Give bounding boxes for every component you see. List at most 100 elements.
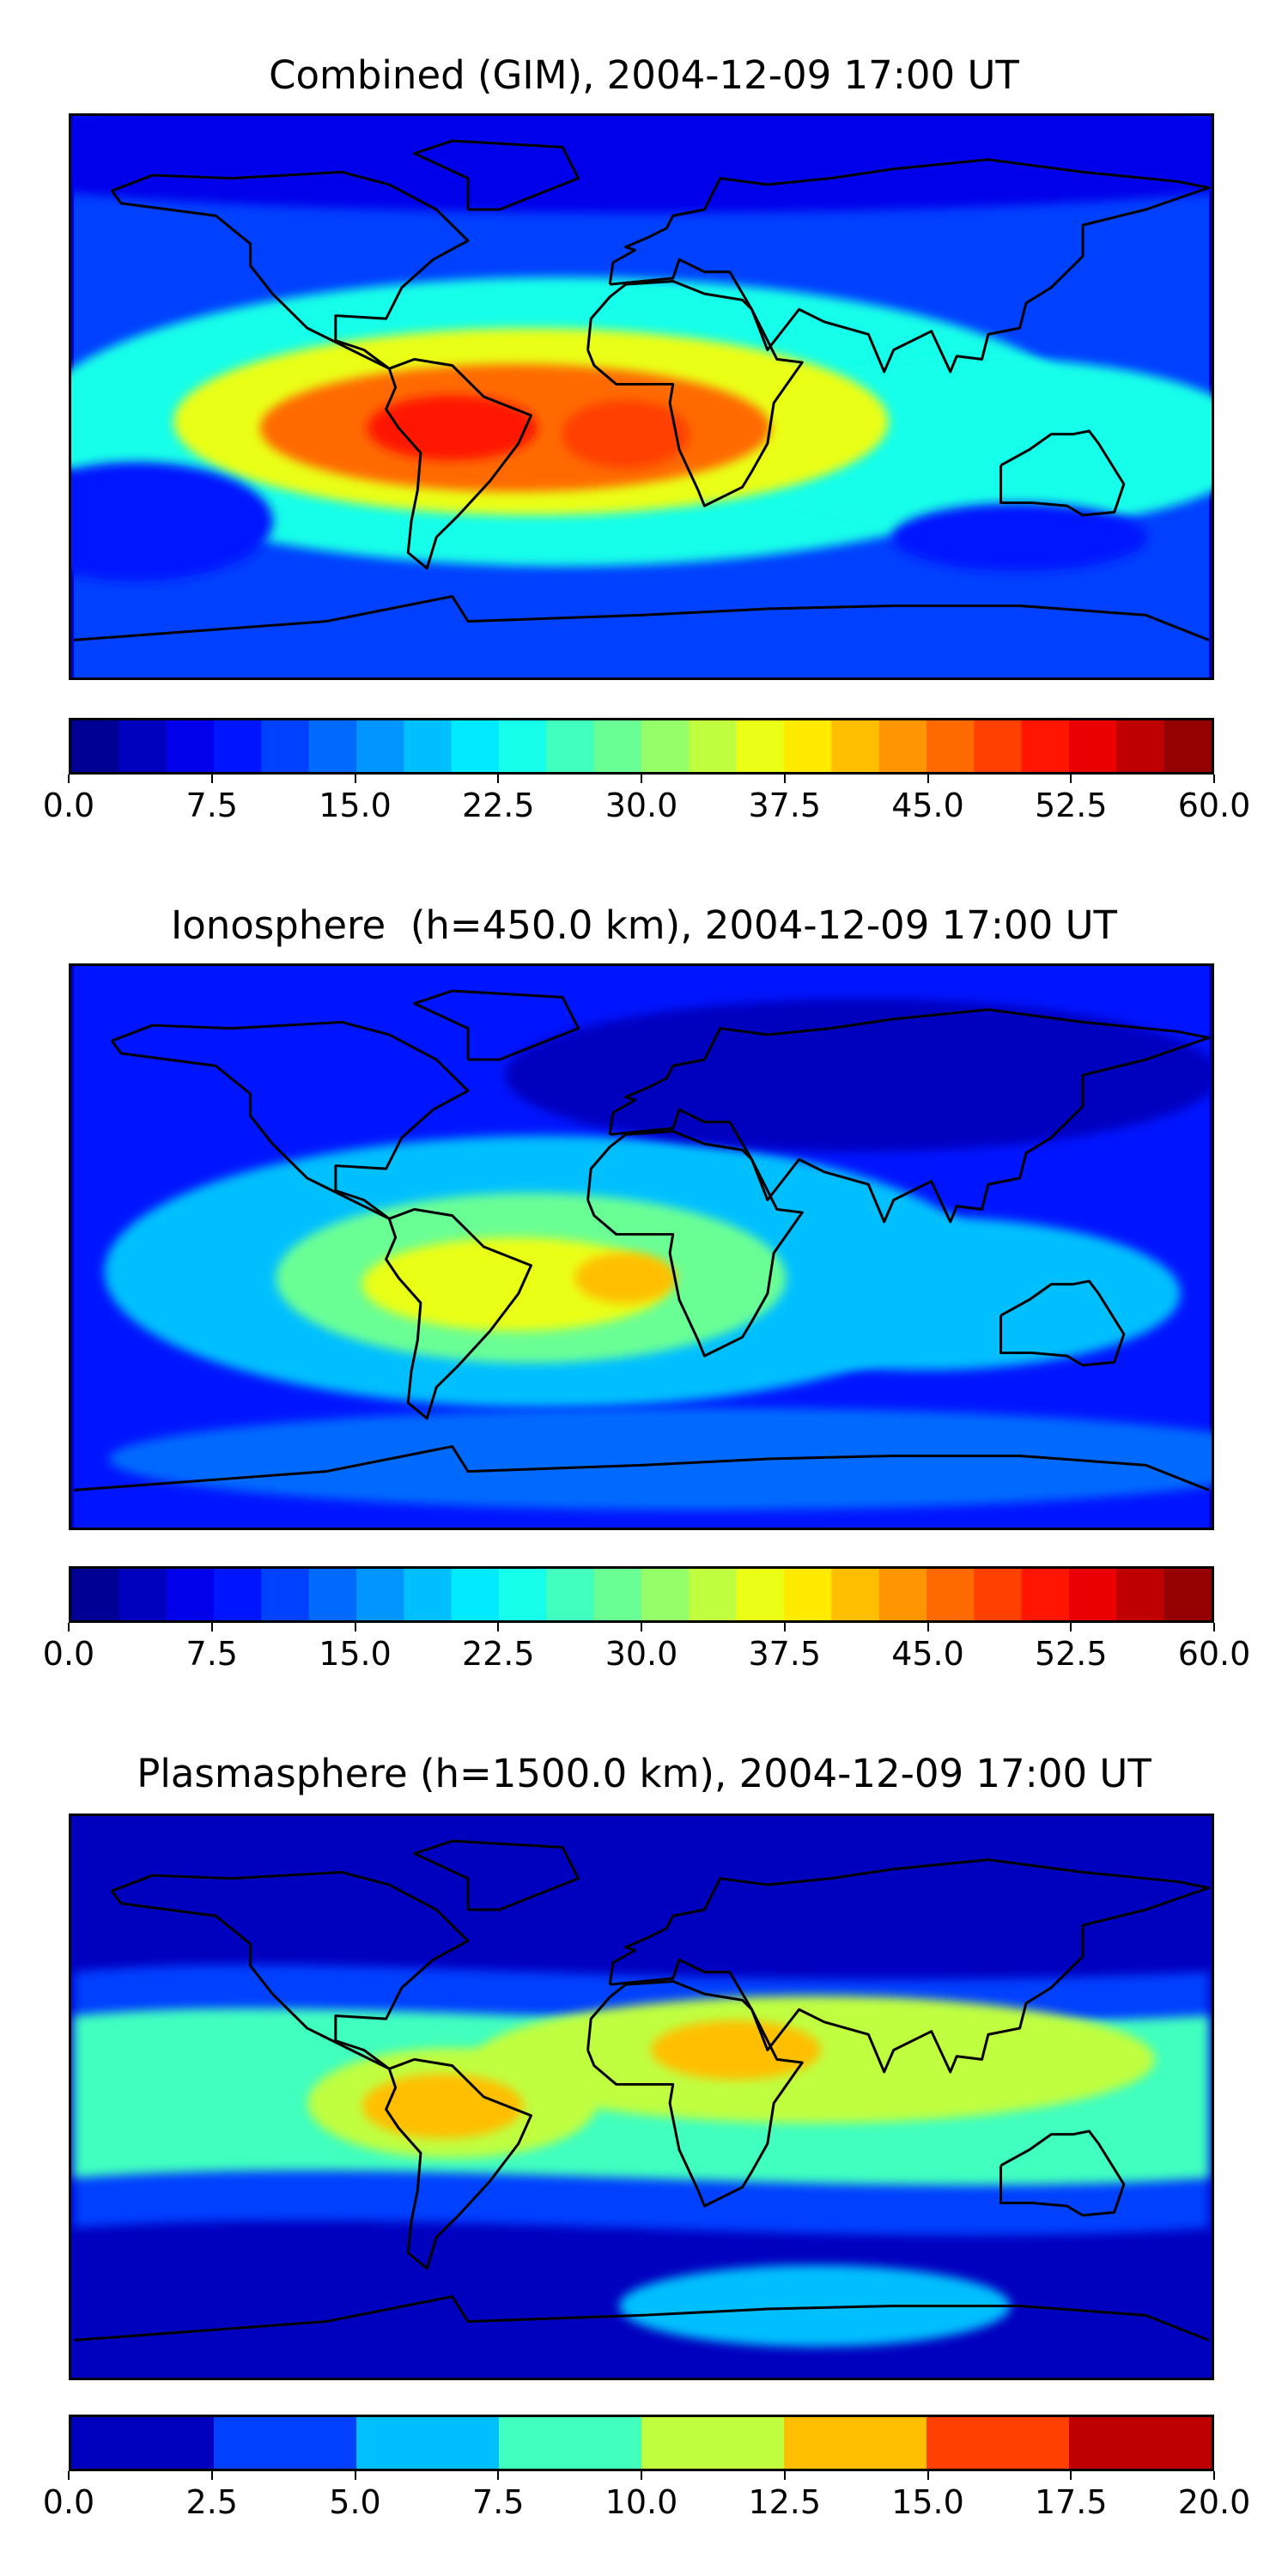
- colorbar-tick: [641, 2471, 642, 2480]
- colorbar-tick: [783, 775, 786, 783]
- contour-south-america-peak: [361, 2074, 524, 2139]
- colorbar-swatches: [71, 2417, 1212, 2469]
- coastline: [413, 139, 580, 211]
- colorbar-swatch: [451, 720, 500, 772]
- contour-northern-asia-low: [504, 999, 1212, 1152]
- colorbar-swatch: [593, 1569, 642, 1620]
- colorbar-tick-label: 7.5: [185, 787, 238, 824]
- colorbar-swatches: [71, 720, 1212, 772]
- colorbar-tick-label: 60.0: [1177, 787, 1251, 824]
- colorbar-tick-label: 45.0: [891, 1635, 964, 1673]
- colorbar-swatch: [831, 1569, 880, 1620]
- coastline: [413, 1839, 580, 1911]
- colorbar-tick-label: 60.0: [1177, 1635, 1251, 1673]
- colorbar-tick-label: 52.5: [1034, 1635, 1108, 1673]
- colorbar-swatch: [1069, 1569, 1117, 1620]
- coastlines: [73, 1839, 1211, 2342]
- coastline: [73, 1445, 1210, 1492]
- coastline: [385, 1207, 532, 1420]
- coastlines: [73, 989, 1211, 1492]
- coastline: [110, 1020, 470, 1220]
- colorbar: [69, 1566, 1214, 1623]
- contour-south-america-core: [367, 395, 538, 460]
- colorbar-swatch: [214, 1569, 262, 1620]
- colorbar-swatch: [974, 1569, 1023, 1620]
- colorbar-tick: [354, 1623, 356, 1631]
- map-combined: [69, 113, 1214, 680]
- coastline: [999, 2129, 1126, 2217]
- colorbar-tick-label: 2.5: [185, 2483, 238, 2521]
- colorbar-tick-label: 12.5: [748, 2483, 822, 2521]
- coastline: [110, 170, 470, 370]
- contour-layer: [74, 966, 1212, 1528]
- colorbar-swatch: [878, 1569, 927, 1620]
- chart-title: Plasmasphere (h=1500.0 km), 2004-12-09 1…: [137, 1751, 1151, 1796]
- coastlines: [73, 139, 1211, 641]
- colorbar-tick-label: 15.0: [319, 1635, 392, 1673]
- colorbar-tick: [641, 775, 642, 783]
- colorbar-swatch: [593, 720, 642, 772]
- colorbar-swatch: [1116, 720, 1165, 772]
- coastline: [385, 2057, 532, 2270]
- colorbar-tick-label: 5.0: [329, 2483, 381, 2521]
- coastline: [608, 1858, 1211, 2074]
- contour-layer: [74, 1816, 1209, 2378]
- colorbar-swatch: [308, 1569, 357, 1620]
- coastline: [73, 2295, 1210, 2342]
- colorbar-swatch: [1021, 1569, 1070, 1620]
- colorbar-tick: [1070, 2471, 1072, 2480]
- colorbar-tick: [927, 2471, 929, 2480]
- colorbar-tick: [1213, 775, 1215, 783]
- colorbar-tick: [783, 1623, 786, 1631]
- contour-layer: [71, 116, 1212, 677]
- colorbar-tick: [68, 775, 70, 783]
- colorbar-swatch: [356, 720, 404, 772]
- coastline: [73, 595, 1210, 641]
- colorbar-swatch: [784, 1569, 832, 1620]
- coastline: [586, 1980, 804, 2208]
- colorbar-tick: [210, 1623, 213, 1631]
- colorbar-tick-label: 20.0: [1177, 2483, 1251, 2521]
- colorbar-tick: [1213, 1623, 1215, 1631]
- coastline: [385, 357, 532, 570]
- colorbar-swatch: [831, 720, 880, 772]
- colorbar-tick-label: 0.0: [42, 1635, 95, 1673]
- colorbar-swatch: [71, 2417, 215, 2469]
- colorbar-swatch: [736, 720, 785, 772]
- colorbar-swatch: [499, 2417, 642, 2469]
- colorbar-tick: [641, 1623, 642, 1631]
- colorbar-ticks: 0.0 2.5 5.0 7.5 10.0 12.5 15.0 17.5 20.0: [43, 2471, 1250, 2523]
- coastline: [608, 1008, 1211, 1224]
- colorbar-tick-label: 17.5: [1034, 2483, 1108, 2521]
- colorbar-tick-label: 22.5: [461, 1635, 535, 1673]
- colorbar-swatch: [974, 720, 1023, 772]
- contour-northern-high-latitudes: [71, 116, 1212, 213]
- colorbar-swatch: [736, 1569, 785, 1620]
- colorbar: [69, 2415, 1214, 2471]
- contour-africa-west-crest: [574, 1252, 677, 1304]
- contour-equatorial-band: [670, 1217, 1181, 1370]
- colorbar-tick-label: 37.5: [748, 1635, 822, 1673]
- colorbar-swatch: [118, 720, 167, 772]
- colorbar-tick: [68, 2471, 70, 2480]
- colorbar-swatch: [784, 2417, 927, 2469]
- colorbar-tick-label: 7.5: [472, 2483, 525, 2521]
- colorbar-swatch: [927, 2417, 1070, 2469]
- colorbar-tick-label: 0.0: [42, 2483, 95, 2521]
- colorbar-swatch: [261, 1569, 310, 1620]
- colorbar-swatch: [214, 720, 262, 772]
- colorbar-ticks: 0.0 7.5 15.0 22.5 30.0 37.5 45.0 52.5 60.0: [43, 775, 1250, 826]
- colorbar-tick: [1213, 2471, 1215, 2480]
- colorbar-swatch: [356, 2417, 500, 2469]
- chart-title: Combined (GIM), 2004-12-09 17:00 UT: [269, 52, 1019, 98]
- colorbar-swatch: [546, 720, 595, 772]
- map-plot: [73, 1816, 1211, 2378]
- colorbar-tick: [210, 775, 213, 783]
- colorbar-tick: [927, 1623, 929, 1631]
- colorbar-swatch: [1021, 720, 1070, 772]
- colorbar-swatch: [689, 1569, 738, 1620]
- colorbar-swatch: [118, 1569, 167, 1620]
- coastline: [608, 158, 1211, 374]
- colorbar-swatch: [689, 720, 738, 772]
- colorbar-swatch: [1069, 2417, 1212, 2469]
